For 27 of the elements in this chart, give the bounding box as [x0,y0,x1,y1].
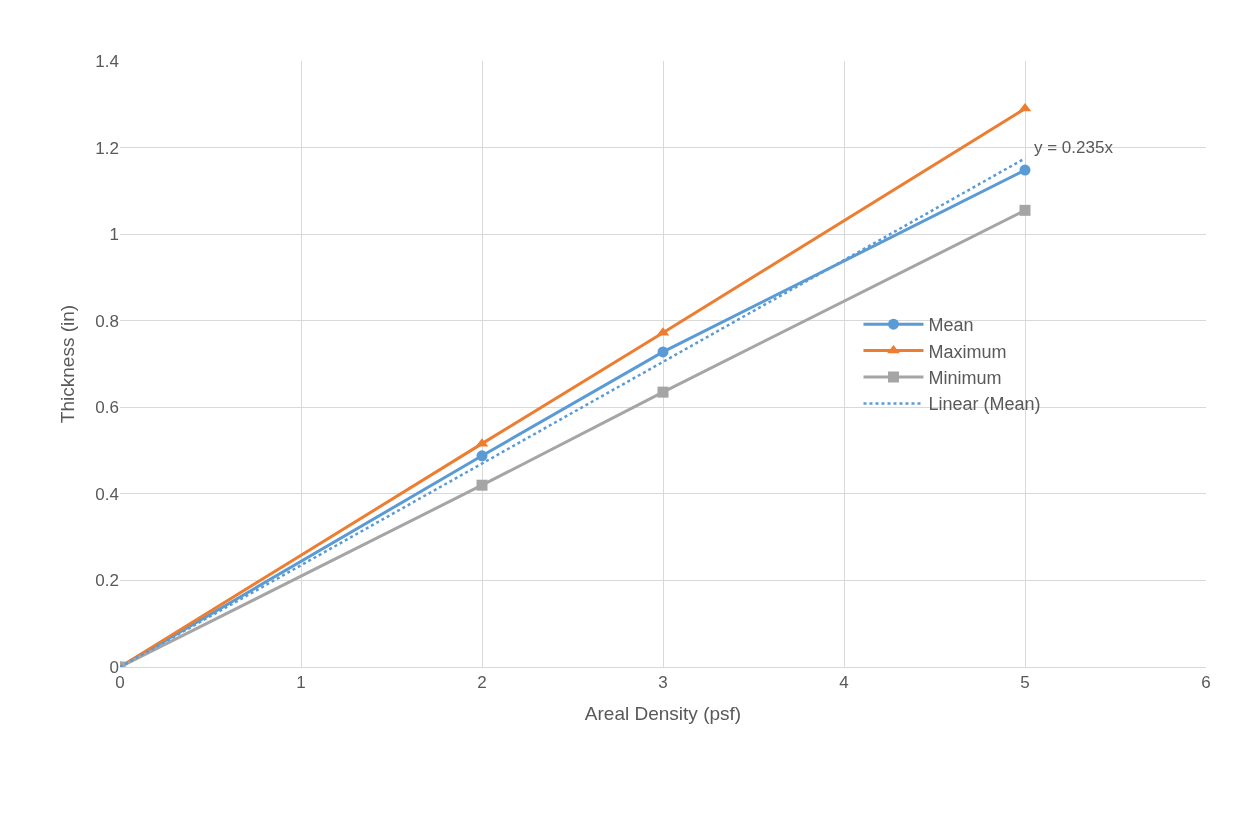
x-tick-label: 2 [477,673,487,693]
y-tick-label: 1 [109,225,119,245]
point [476,450,488,462]
y-tick-label: 0.8 [95,311,119,331]
y-tick-label: 1.2 [95,138,119,158]
x-tick-label: 5 [1020,673,1030,693]
point [1019,164,1031,176]
legend-label: Linear (Mean) [928,394,1041,415]
point [476,479,488,491]
x-tick-label: 3 [658,673,668,693]
x-axis-title: Areal Density (psf) [584,703,742,725]
point [1019,204,1031,216]
legend-label: Minimum [928,368,1002,389]
point [657,346,669,358]
legend-label: Maximum [928,341,1007,362]
y-tick-label: 0.2 [95,571,119,591]
x-tick-label: 4 [839,673,849,693]
x-tick-label: 6 [1201,673,1211,693]
x-tick-label: 1 [296,673,306,693]
y-tick-label: 0.6 [95,398,119,418]
point [657,386,669,398]
legend-label: Mean [928,315,974,336]
y-tick-label: 1.4 [95,51,119,71]
y-tick-label: 0.4 [95,484,119,504]
annotation: y = 0.235x [1034,138,1114,157]
y-axis-title: Thickness (in) [57,304,79,424]
y-tick-label: 0 [109,657,119,677]
